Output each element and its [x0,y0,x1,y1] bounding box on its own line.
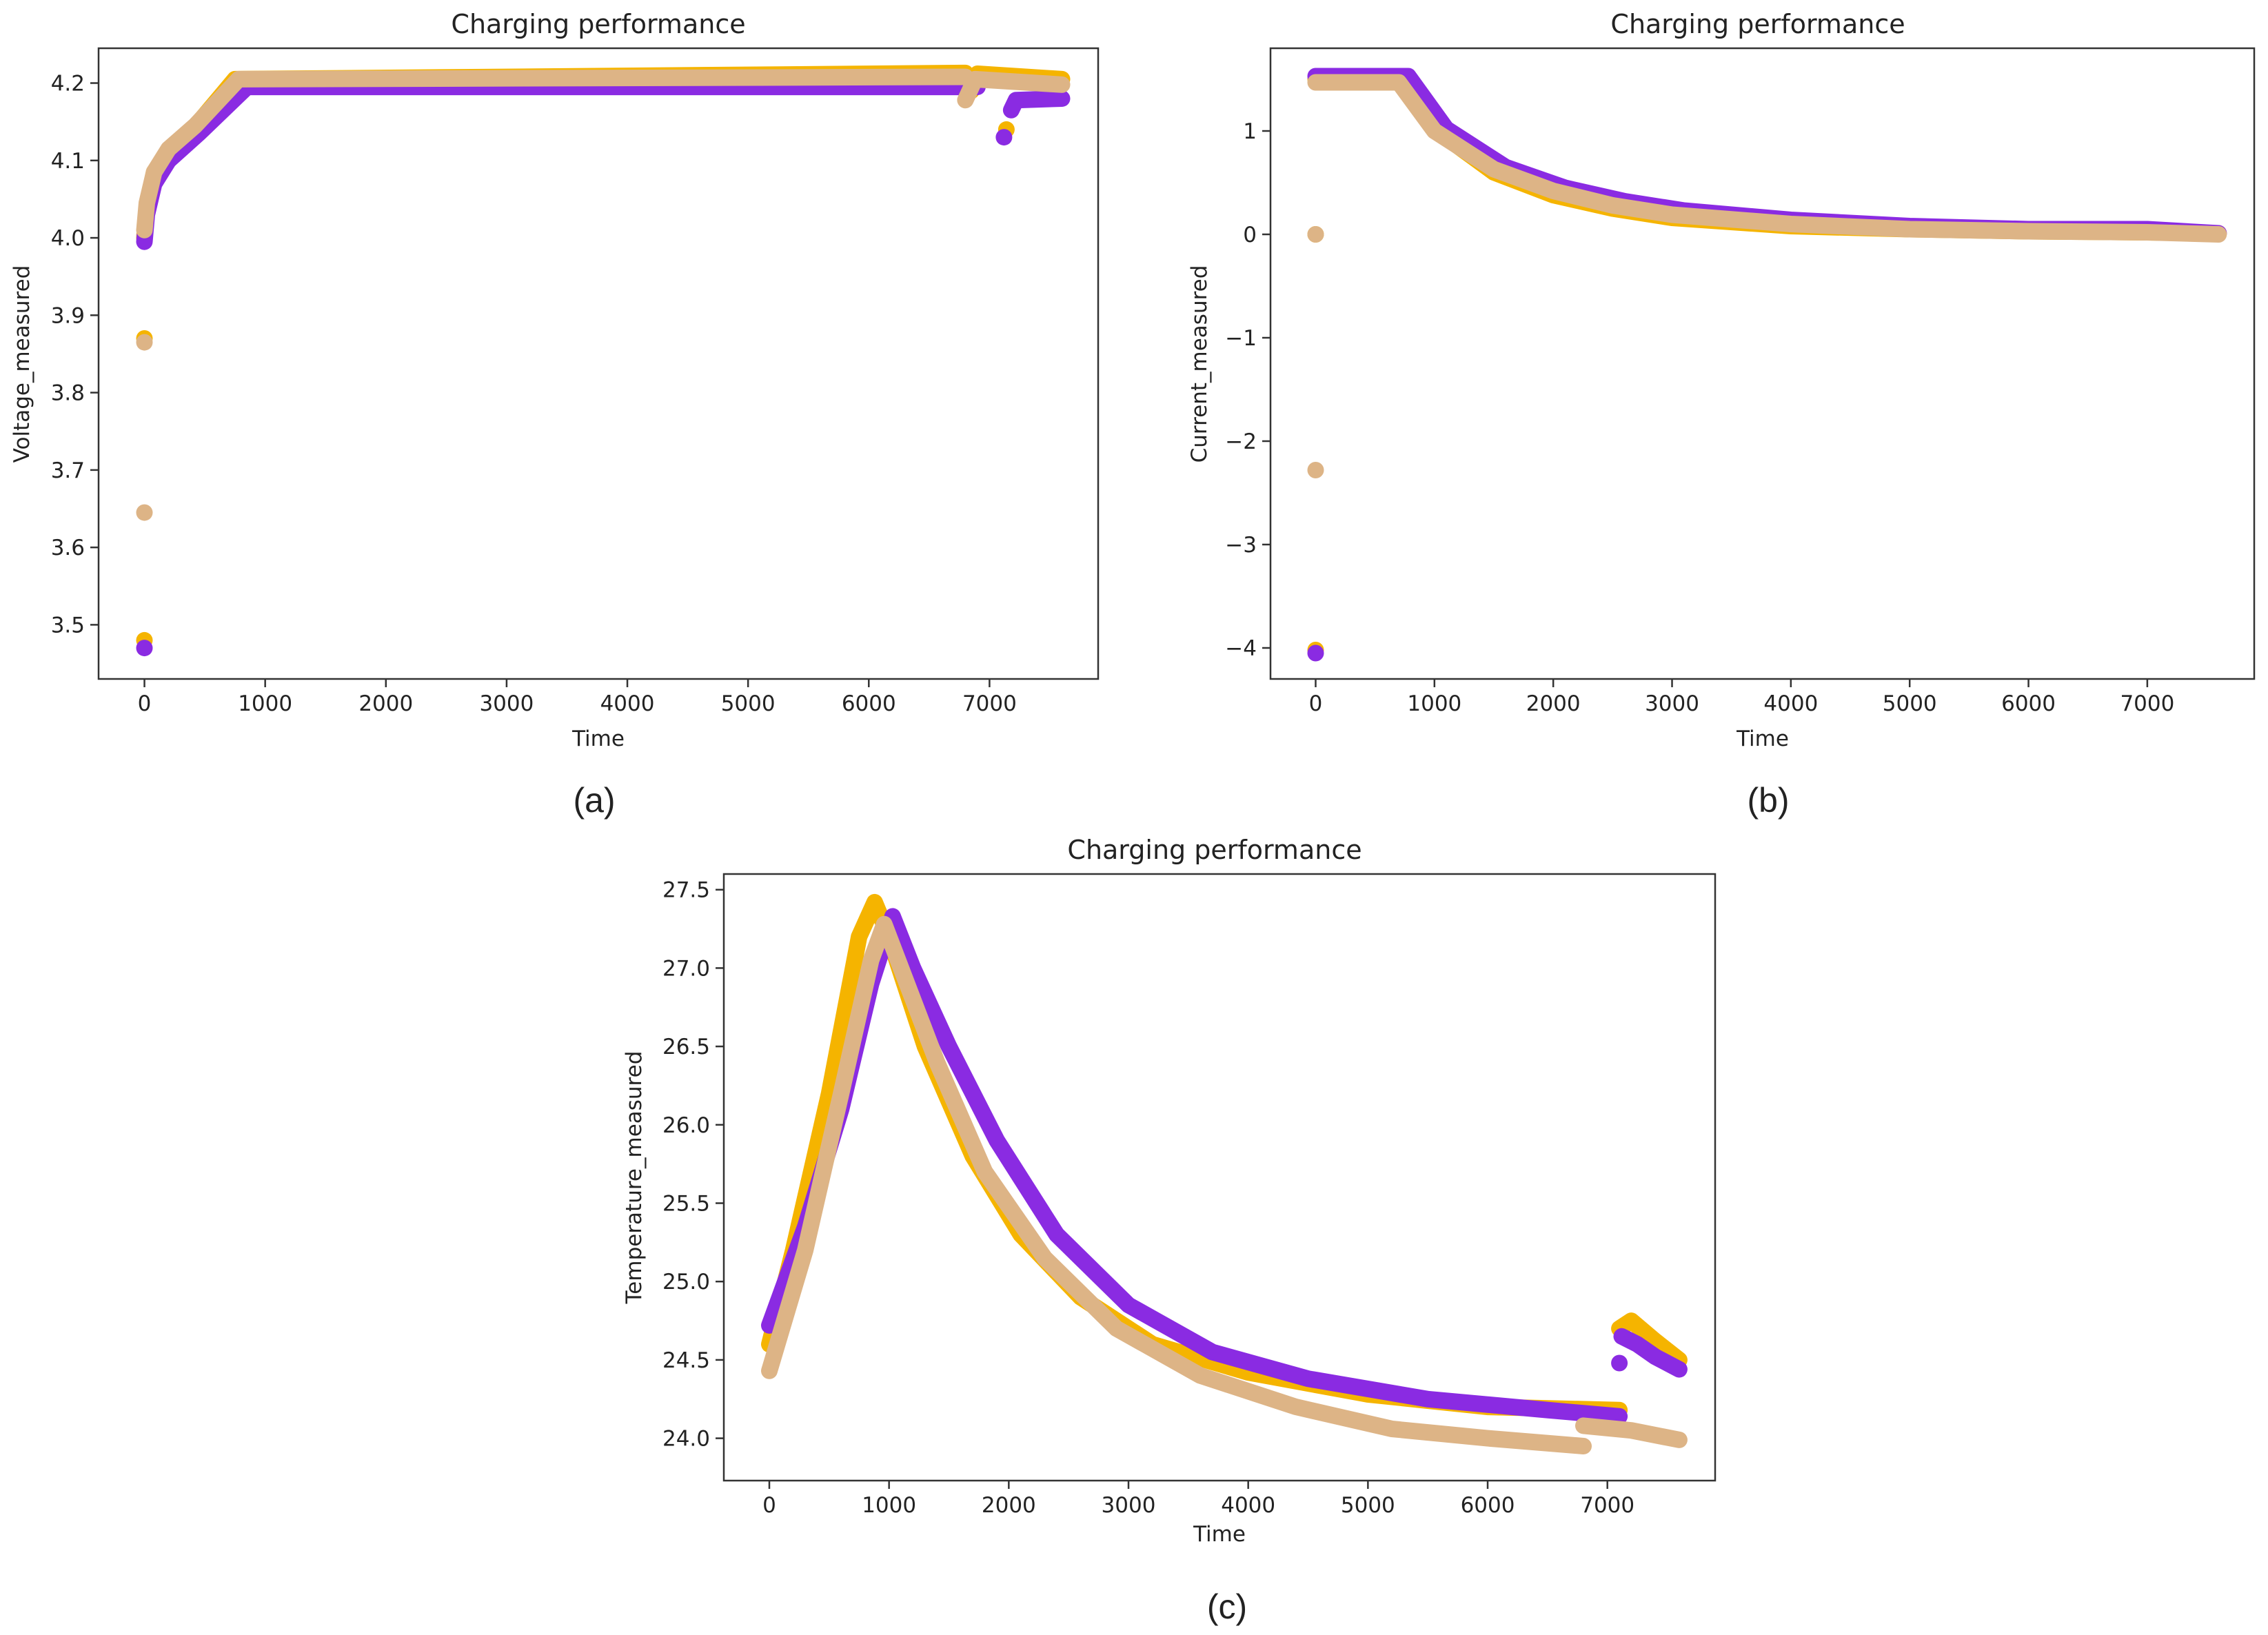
chart-a-x-tick-label: 0 [138,691,152,716]
chart-c-plot-area [761,893,1688,1454]
chart-c-x-tick-label: 4000 [1221,1493,1275,1518]
chart-b-x-tick-label: 1000 [1407,691,1461,716]
chart-c-x-tick-label: 5000 [1341,1493,1395,1518]
chart-c-x-tick-label: 7000 [1580,1493,1634,1518]
chart-b-y-tick-label: −1 [1225,326,1257,351]
chart-c-y-tick-label: 27.5 [662,878,710,903]
chart-a-series-1-point-1 [995,129,1013,146]
chart-a-x-ticks: 0 1000 2000 3000 4000 5000 6000 7000 [138,679,1017,716]
chart-c-series-2-band-1 [1575,1417,1688,1448]
chart-a-x-label: Time [571,727,625,751]
chart-a-y-tick-label: 4.1 [51,149,85,174]
chart-a-y-tick-label: 3.5 [51,613,85,638]
chart-c-x-tick-label: 6000 [1461,1493,1515,1518]
chart-c-series-2-band-0 [761,915,1592,1454]
chart-a-y-tick-label: 3.7 [51,458,85,483]
chart-c-y-tick-label: 26.0 [662,1113,710,1138]
chart-a-series-2-band-0 [136,68,974,238]
chart-a-series-0-band-0 [136,64,974,247]
chart-a-y-label: Voltage_measured [10,265,34,463]
chart-b: Charging performance 0 1000 2000 3000 4000 50… [1187,9,2256,820]
chart-c-y-tick-label: 26.5 [662,1035,710,1059]
chart-a-y-tick-label: 3.9 [51,303,85,328]
chart-a-panel-label: (a) [573,781,615,820]
chart-b-y-tick-label: −3 [1225,533,1257,558]
chart-c-y-ticks: 24.0 24.5 25.0 25.5 26.0 26.5 27.0 27.5 [662,878,724,1452]
chart-b-x-ticks: 0 1000 2000 3000 4000 5000 6000 7000 [1309,679,2174,716]
chart-c-series-0-band-1 [1611,1312,1688,1368]
chart-a-x-tick-label: 5000 [721,691,776,716]
chart-a-series-1-band-1 [1002,90,1071,119]
chart-b-panel-label: (b) [1747,781,1789,820]
chart-b-series-2-point-0 [1307,462,1324,478]
chart-b-series-2-point-1 [1307,226,1324,243]
chart-b-plot-area [1307,68,2227,662]
chart-c-x-tick-label: 2000 [982,1493,1036,1518]
chart-a-series-2-band-1 [957,70,1071,109]
chart-c-y-label: Temperature_measured [622,1051,647,1305]
chart-b-y-tick-label: 0 [1243,223,1257,247]
chart-b-y-label: Current_measured [1187,265,1212,463]
chart-b-x-tick-label: 2000 [1526,691,1581,716]
chart-c-x-tick-label: 0 [762,1493,776,1518]
chart-a-series-1-point-0 [136,640,153,657]
chart-b-x-tick-label: 7000 [2120,691,2174,716]
chart-a-series-2-point-1 [136,504,153,521]
chart-c-x-tick-label: 3000 [1102,1493,1156,1518]
chart-c-y-tick-label: 25.5 [662,1192,710,1217]
chart-b-y-tick-label: −2 [1225,429,1257,454]
chart-b-x-tick-label: 6000 [2001,691,2056,716]
chart-b-y-tick-label: −4 [1225,636,1257,661]
chart-a-y-tick-label: 3.6 [51,536,85,560]
chart-c-series-1-point-0 [1611,1354,1628,1372]
chart-a-series-2-point-0 [136,334,153,351]
chart-c: Charging performance 0 1000 2000 3000 4000 50… [622,835,1717,1626]
chart-a-y-ticks: 3.5 3.6 3.7 3.8 3.9 4.0 4.1 4.2 [51,72,99,638]
chart-a-frame [97,47,1100,680]
chart-a-x-tick-label: 4000 [600,691,655,716]
chart-a-y-tick-label: 4.0 [51,226,85,251]
chart-b-x-tick-label: 5000 [1883,691,1937,716]
chart-b-x-label: Time [1736,727,1789,751]
chart-c-series-1-band-0 [761,908,1628,1425]
chart-b-y-tick-label: 1 [1243,119,1257,144]
chart-a: Charging performance 0 1000 2000 3000 4000 50… [10,9,1100,820]
chart-b-y-ticks: −4 −3 −2 −1 0 1 [1225,119,1270,661]
chart-a-x-tick-label: 1000 [238,691,292,716]
chart-c-frame [722,873,1717,1482]
chart-b-series-1-band-0 [1307,68,2227,242]
chart-a-plot-area [136,64,1071,657]
chart-a-series-1-band-0 [136,79,986,250]
chart-a-y-tick-label: 3.8 [51,381,85,406]
chart-c-series-1-band-1 [1613,1328,1688,1378]
chart-c-title: Charging performance [1067,835,1361,865]
chart-a-title: Charging performance [451,9,745,39]
chart-b-x-tick-label: 0 [1309,691,1323,716]
chart-b-frame [1269,47,2256,680]
chart-b-x-tick-label: 3000 [1645,691,1699,716]
chart-c-y-tick-label: 25.0 [662,1270,710,1294]
chart-c-x-ticks: 0 1000 2000 3000 4000 5000 6000 7000 [762,1481,1634,1518]
chart-b-series-2-band-0 [1307,74,2227,243]
chart-a-y-tick-label: 4.2 [51,72,85,97]
chart-c-x-label: Time [1193,1522,1246,1547]
chart-b-series-1-point-0 [1307,644,1324,662]
chart-c-x-tick-label: 1000 [862,1493,916,1518]
chart-a-x-tick-label: 2000 [358,691,413,716]
chart-a-x-tick-label: 3000 [479,691,534,716]
chart-a-x-tick-label: 7000 [962,691,1017,716]
chart-b-x-tick-label: 4000 [1763,691,1818,716]
chart-c-y-tick-label: 24.0 [662,1427,710,1452]
chart-a-x-tick-label: 6000 [842,691,896,716]
chart-b-title: Charging performance [1610,9,1905,39]
chart-c-panel-label: (c) [1207,1587,1247,1626]
chart-c-y-tick-label: 27.0 [662,956,710,981]
chart-c-y-tick-label: 24.5 [662,1348,710,1373]
